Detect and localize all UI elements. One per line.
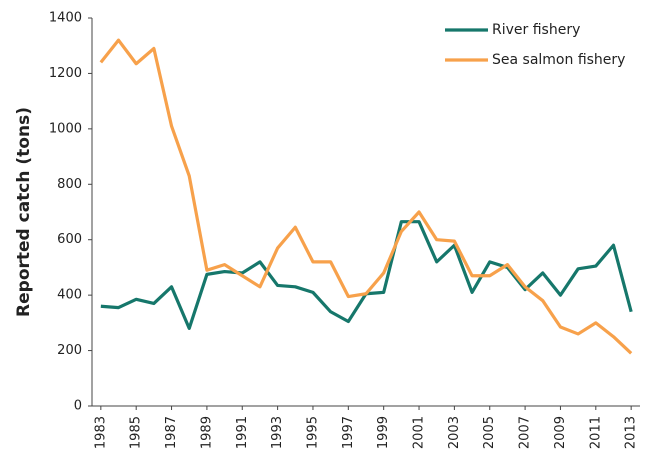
x-tick-label: 1985 [129,416,144,449]
series-line [99,38,633,355]
y-tick-label: 400 [57,288,82,303]
x-tick-label: 2011 [588,416,603,449]
y-axis-label: Reported catch (tons) [14,107,34,317]
x-tick-label: 2009 [553,416,568,449]
legend-label: Sea salmon fishery [492,52,625,68]
x-tick-label: 1997 [341,416,356,449]
legend-label: River fishery [492,22,580,38]
x-tick-label: 1993 [270,416,285,449]
x-tick-label: 2001 [412,416,427,449]
y-tick-label: 1000 [49,121,82,136]
x-tick-label: 2013 [624,416,639,449]
x-tick-label: 1995 [305,416,320,449]
x-tick-label: 2003 [447,416,462,449]
x-tick-label: 1999 [376,416,391,449]
x-tick-label: 2007 [518,416,533,449]
x-tick-label: 1987 [164,416,179,449]
x-tick-label: 1991 [235,416,250,449]
y-tick-label: 800 [57,177,82,192]
y-tick-label: 600 [57,232,82,247]
y-tick-label: 0 [74,399,82,414]
x-tick-label: 2005 [482,416,497,449]
x-tick-label: 1989 [199,416,214,449]
y-tick-label: 200 [57,343,82,358]
y-tick-label: 1400 [49,11,82,26]
y-tick-label: 1200 [49,66,82,81]
x-tick-label: 1983 [93,416,108,449]
